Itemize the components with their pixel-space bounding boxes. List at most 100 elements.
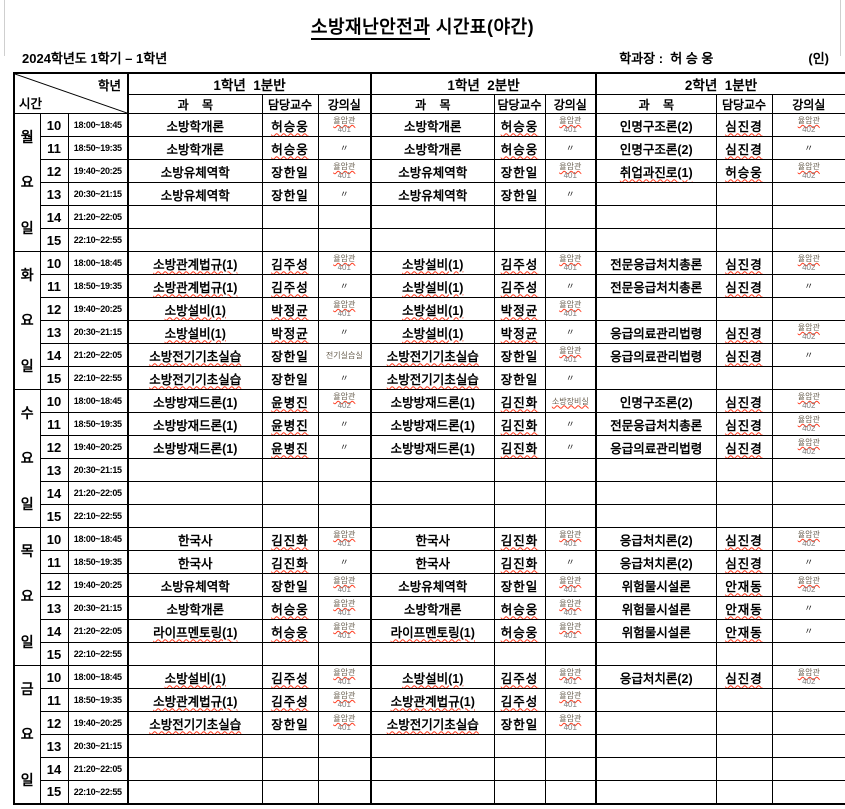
professor-text: 심진경 bbox=[725, 418, 763, 433]
timetable-row-thursday-13: 13 20:30~21:15 소방학개론 허승웅 율암관 401 소방학개론 허승웅 율암관 40… bbox=[14, 596, 845, 620]
professor-cell bbox=[261, 780, 319, 804]
subject-cell: 한국사 bbox=[370, 550, 495, 574]
professor-cell: 허승웅 bbox=[261, 113, 319, 137]
subject-cell bbox=[595, 757, 717, 781]
subject-cell: 소방방재드론(1) bbox=[370, 389, 495, 413]
ditto-mark: 〃 bbox=[804, 280, 814, 291]
subject-cell: 소방유체역학 bbox=[370, 159, 495, 183]
time-range: 21:20~22:05 bbox=[67, 619, 129, 643]
professor-text: 박정균 bbox=[271, 326, 309, 341]
period-number: 13 bbox=[39, 182, 69, 206]
room-name-text: 율암관 bbox=[333, 392, 356, 401]
professor-cell: 장한일 bbox=[261, 159, 319, 183]
room-cell: 율암관 402 bbox=[771, 251, 845, 275]
subject-text: 소방방재드론(1) bbox=[390, 418, 475, 433]
corner-grade-label: 학년 bbox=[98, 79, 122, 93]
professor-cell: 안재동 bbox=[715, 596, 773, 620]
professor-text: 김진화 bbox=[500, 395, 539, 410]
group-header-row: 학년 시간 1학년 1분반 1학년 2분반 2학년 1분반 bbox=[13, 72, 845, 114]
timetable-row-wednesday-13: 13 20:30~21:15 bbox=[14, 458, 845, 482]
room-cell bbox=[771, 481, 845, 505]
professor-text: 박정균 bbox=[500, 326, 539, 341]
subject-text: 소방방재드론(1) bbox=[390, 441, 475, 456]
professor-cell bbox=[715, 366, 773, 390]
room-number-text: 401 bbox=[563, 539, 577, 548]
room-cell bbox=[771, 780, 845, 804]
professor-cell: 윤병진 bbox=[261, 412, 319, 436]
room-name-text: 율암관 bbox=[333, 116, 356, 125]
page-margin-mark-right bbox=[840, 0, 841, 56]
room-number-text: 402 bbox=[802, 171, 816, 180]
page-title: 소방재난안전과 시간표(야간) bbox=[0, 0, 845, 40]
professor-text: 윤병진 bbox=[271, 395, 309, 410]
professor-cell: 허승웅 bbox=[493, 596, 546, 620]
ditto-mark: 〃 bbox=[339, 326, 349, 337]
professor-cell bbox=[261, 642, 319, 666]
subject-cell: 소방방재드론(1) bbox=[127, 435, 263, 459]
professor-cell: 김진화 bbox=[493, 550, 546, 574]
day-char: 수 bbox=[20, 405, 34, 422]
professor-cell bbox=[715, 297, 773, 321]
room-name-text: 율암관 bbox=[333, 254, 356, 263]
professor-text: 김주성 bbox=[500, 671, 539, 686]
room-name-text: 율암관 bbox=[333, 622, 356, 631]
subject-cell: 소방학개론 bbox=[370, 136, 495, 160]
professor-cell: 박정균 bbox=[493, 297, 546, 321]
subject-cell: 위험물시설론 bbox=[595, 596, 717, 620]
professor-cell bbox=[261, 228, 319, 252]
room-name-text: 율암관 bbox=[797, 254, 820, 263]
subject-text: 소방방재드론(1) bbox=[153, 395, 238, 410]
subject-text: 소방설비(1) bbox=[402, 257, 464, 272]
professor-cell: 허승웅 bbox=[261, 136, 319, 160]
room-cell bbox=[317, 205, 372, 229]
timetable: 학년 시간 1학년 1분반 1학년 2분반 2학년 1분반 과 목 담당교수 강… bbox=[13, 72, 845, 805]
professor-text: 허승웅 bbox=[271, 625, 309, 640]
timetable-row-thursday-15: 15 22:10~22:55 bbox=[14, 642, 845, 666]
subject-text: 응급의료관리법령 bbox=[610, 441, 703, 456]
period-number: 14 bbox=[39, 343, 69, 367]
professor-cell bbox=[493, 228, 546, 252]
room-name-text: 율암관 bbox=[333, 691, 356, 700]
professor-text: 장한일 bbox=[271, 372, 309, 387]
page-title-underlined: 소방재난안전과 bbox=[310, 17, 431, 40]
room-cell: 율암관 402 bbox=[771, 665, 845, 689]
room-name-text: 율암관 bbox=[559, 162, 582, 171]
room-name-text: 율암관 bbox=[559, 300, 582, 309]
ditto-mark: 〃 bbox=[565, 326, 575, 337]
ditto-mark: 〃 bbox=[804, 602, 814, 613]
professor-text: 장한일 bbox=[271, 188, 309, 203]
room-cell bbox=[317, 228, 372, 252]
room-cell: 율암관 402 bbox=[771, 320, 845, 344]
professor-text: 박정균 bbox=[500, 303, 539, 318]
subject-text: 소방유체역학 bbox=[398, 188, 468, 203]
professor-text: 심진경 bbox=[725, 395, 763, 410]
room-cell: 〃 bbox=[771, 550, 845, 574]
room-cell: 율암관 401 bbox=[317, 527, 372, 551]
subject-text: 소방학개론 bbox=[404, 602, 462, 617]
room-cell: 율암관 402 bbox=[771, 159, 845, 183]
day-char: 요 bbox=[20, 726, 34, 743]
timetable-row-wednesday-11: 11 18:50~19:35 소방방재드론(1) 윤병진 〃 소방방재드론(1) 김진화 〃 전… bbox=[14, 412, 845, 436]
timetable-row-wednesday-14: 14 21:20~22:05 bbox=[14, 481, 845, 505]
room-name-text: 율암관 bbox=[797, 438, 820, 447]
subject-cell bbox=[127, 228, 263, 252]
professor-cell bbox=[715, 711, 773, 735]
subject-text: 소방학개론 bbox=[404, 142, 462, 157]
professor-text: 김진화 bbox=[500, 533, 539, 548]
subject-text: 소방학개론 bbox=[404, 119, 462, 134]
subject-cell: 소방설비(1) bbox=[370, 665, 495, 689]
room-cell: 율암관 401 bbox=[544, 343, 597, 367]
room-name-text: 율암관 bbox=[333, 714, 356, 723]
professor-text: 김진화 bbox=[271, 556, 309, 571]
professor-cell: 김주성 bbox=[493, 274, 546, 298]
professor-cell bbox=[493, 458, 546, 482]
subject-cell: 소방전기기초실습 bbox=[370, 366, 495, 390]
time-range: 21:20~22:05 bbox=[67, 481, 129, 505]
room-name-text: 율암관 bbox=[559, 116, 582, 125]
subject-cell: 응급처치론(2) bbox=[595, 665, 717, 689]
room-cell: 율암관 401 bbox=[544, 527, 597, 551]
professor-cell bbox=[715, 458, 773, 482]
professor-text: 안재동 bbox=[725, 625, 763, 640]
